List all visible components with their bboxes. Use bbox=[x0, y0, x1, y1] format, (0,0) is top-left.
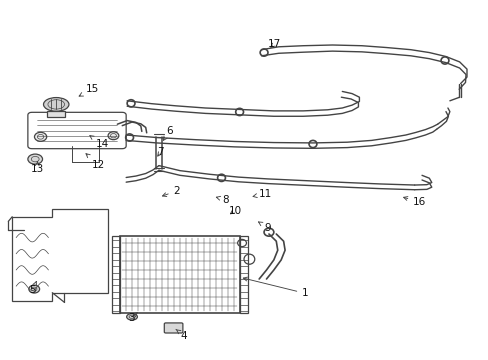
Text: 6: 6 bbox=[163, 126, 173, 140]
Text: 8: 8 bbox=[216, 195, 229, 205]
Ellipse shape bbox=[34, 132, 47, 141]
Text: 15: 15 bbox=[79, 84, 99, 96]
Text: 13: 13 bbox=[30, 161, 43, 174]
Ellipse shape bbox=[108, 132, 119, 140]
Text: 3: 3 bbox=[128, 312, 137, 323]
Text: 14: 14 bbox=[90, 136, 108, 149]
Text: 4: 4 bbox=[176, 329, 187, 341]
Text: 1: 1 bbox=[243, 277, 308, 298]
Ellipse shape bbox=[126, 314, 137, 320]
Text: 5: 5 bbox=[29, 282, 37, 295]
Text: 7: 7 bbox=[157, 147, 164, 157]
Bar bbox=[47, 111, 65, 117]
Text: 17: 17 bbox=[267, 39, 281, 49]
Text: 16: 16 bbox=[403, 197, 426, 207]
Text: 2: 2 bbox=[162, 186, 180, 197]
Text: 10: 10 bbox=[228, 206, 241, 216]
Bar bbox=[120, 236, 239, 313]
Ellipse shape bbox=[29, 285, 40, 293]
Text: 11: 11 bbox=[252, 189, 272, 199]
Bar bbox=[112, 236, 120, 313]
Text: 12: 12 bbox=[86, 154, 105, 170]
FancyBboxPatch shape bbox=[164, 323, 183, 333]
Text: 9: 9 bbox=[258, 222, 270, 233]
Ellipse shape bbox=[28, 154, 42, 164]
Ellipse shape bbox=[43, 98, 69, 111]
Bar bbox=[239, 236, 248, 313]
